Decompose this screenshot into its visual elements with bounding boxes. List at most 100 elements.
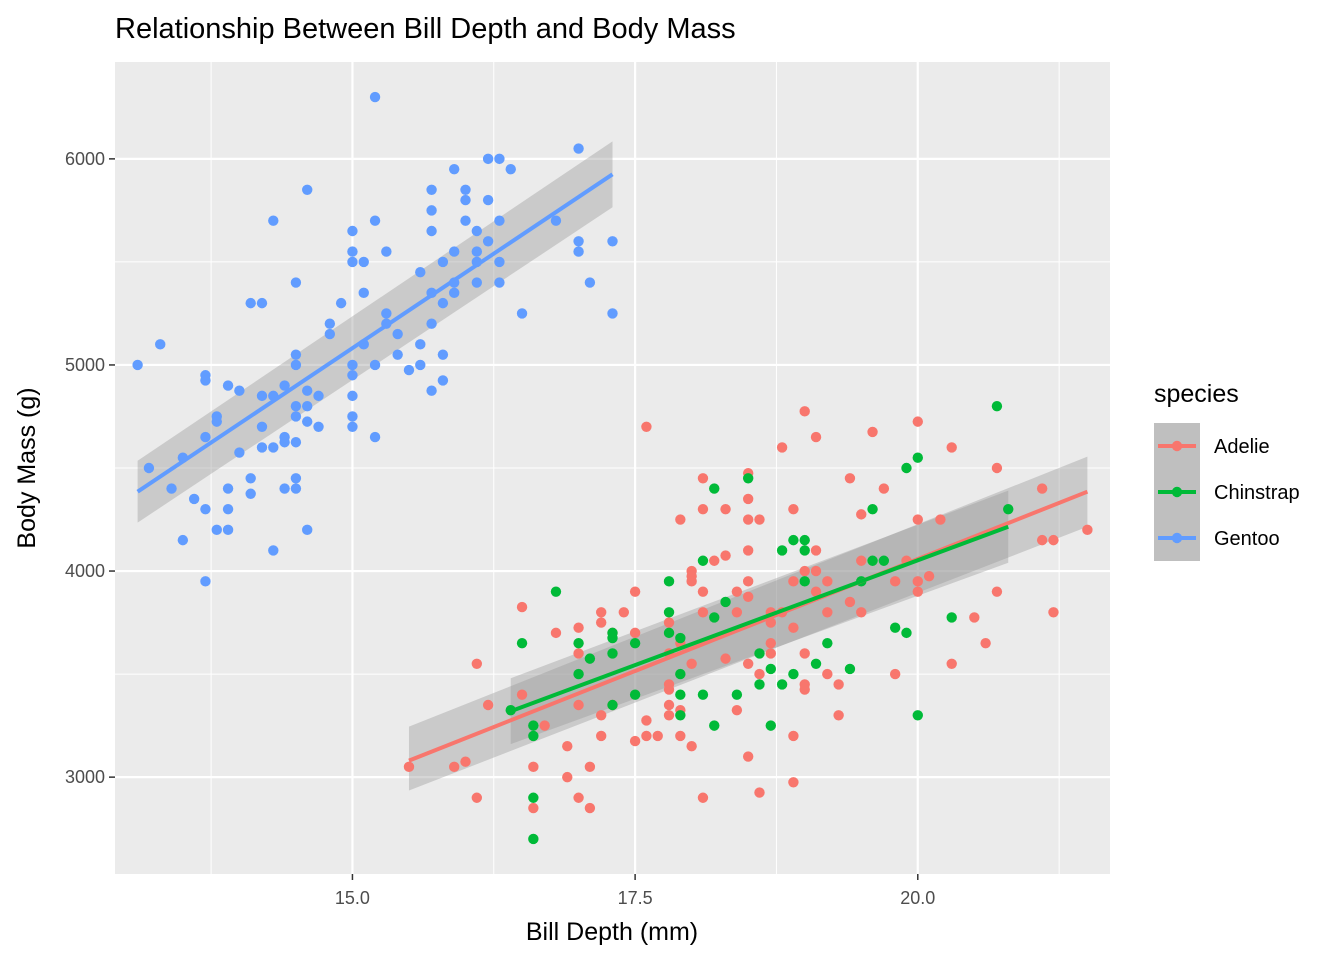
point-adelie xyxy=(810,431,822,443)
point-gentoo xyxy=(279,380,290,391)
point-adelie xyxy=(810,565,822,577)
point-chinstrap xyxy=(709,483,720,494)
point-chinstrap xyxy=(799,576,810,587)
point-adelie xyxy=(573,699,584,711)
point-gentoo xyxy=(607,236,618,247)
point-gentoo xyxy=(437,349,449,360)
point-chinstrap xyxy=(946,612,957,623)
point-chinstrap xyxy=(629,637,641,649)
x-tick-label: 20.0 xyxy=(900,888,935,908)
point-adelie xyxy=(403,761,415,773)
point-gentoo xyxy=(471,225,483,237)
point-adelie xyxy=(912,576,923,587)
point-chinstrap xyxy=(720,596,731,608)
point-gentoo xyxy=(426,385,437,396)
point-adelie xyxy=(810,545,822,556)
point-gentoo xyxy=(516,308,528,319)
point-chinstrap xyxy=(901,462,912,474)
legend-label: Gentoo xyxy=(1214,528,1280,550)
point-gentoo xyxy=(290,411,302,422)
point-adelie xyxy=(663,679,675,690)
point-chinstrap xyxy=(528,792,539,803)
point-adelie xyxy=(844,473,856,484)
point-gentoo xyxy=(347,421,358,432)
point-adelie xyxy=(810,586,822,597)
point-gentoo xyxy=(302,385,313,396)
point-gentoo xyxy=(313,390,324,402)
point-chinstrap xyxy=(776,679,788,690)
point-adelie xyxy=(471,792,483,803)
point-adelie xyxy=(686,565,697,577)
point-chinstrap xyxy=(550,586,562,597)
point-adelie xyxy=(629,735,641,747)
trend-lines xyxy=(136,172,1089,763)
point-chinstrap xyxy=(709,720,720,731)
point-adelie xyxy=(663,699,675,711)
point-adelie xyxy=(742,576,754,587)
y-tick-label: 3000 xyxy=(65,767,105,787)
point-adelie xyxy=(528,802,539,814)
point-chinstrap xyxy=(912,452,923,463)
point-chinstrap xyxy=(584,653,596,664)
point-gentoo xyxy=(302,184,313,195)
point-adelie xyxy=(923,570,935,582)
point-chinstrap xyxy=(607,627,618,639)
point-chinstrap xyxy=(573,637,584,649)
point-adelie xyxy=(709,555,720,566)
point-adelie xyxy=(675,730,686,742)
point-gentoo xyxy=(415,267,426,278)
point-gentoo xyxy=(437,256,449,268)
point-chinstrap xyxy=(878,555,890,566)
point-gentoo xyxy=(369,215,381,226)
point-gentoo xyxy=(505,163,516,175)
point-adelie xyxy=(595,617,607,628)
point-chinstrap xyxy=(629,689,641,700)
point-adelie xyxy=(1036,483,1048,494)
point-adelie xyxy=(675,514,686,525)
point-gentoo xyxy=(381,308,392,319)
point-adelie xyxy=(991,586,1003,597)
point-gentoo xyxy=(482,153,494,165)
point-adelie xyxy=(788,576,799,587)
x-tick-label: 17.5 xyxy=(618,888,653,908)
legend-item-chinstrap: Chinstrap xyxy=(1154,469,1300,515)
point-adelie xyxy=(788,777,799,788)
point-adelie xyxy=(878,483,890,494)
point-adelie xyxy=(595,607,607,618)
point-chinstrap xyxy=(731,689,743,700)
point-gentoo xyxy=(392,328,403,340)
point-adelie xyxy=(844,596,856,608)
point-chinstrap xyxy=(663,576,675,587)
point-adelie xyxy=(742,658,754,669)
point-gentoo xyxy=(426,184,437,195)
point-gentoo xyxy=(449,246,460,257)
point-adelie xyxy=(697,504,709,515)
point-chinstrap xyxy=(607,648,618,659)
point-gentoo xyxy=(302,524,313,536)
point-chinstrap xyxy=(867,504,878,515)
point-chinstrap xyxy=(573,668,584,680)
point-adelie xyxy=(1048,534,1059,546)
point-gentoo xyxy=(245,488,256,499)
point-adelie xyxy=(720,653,731,664)
point-adelie xyxy=(822,576,833,587)
point-gentoo xyxy=(573,236,584,247)
point-adelie xyxy=(686,741,697,752)
point-gentoo xyxy=(347,256,358,268)
point-chinstrap xyxy=(788,534,799,546)
point-adelie xyxy=(584,802,596,814)
point-adelie xyxy=(754,668,765,680)
point-adelie xyxy=(912,514,923,525)
point-chinstrap xyxy=(675,632,686,644)
point-gentoo xyxy=(358,256,369,268)
point-gentoo xyxy=(437,297,449,309)
legend-item-gentoo: Gentoo xyxy=(1154,515,1280,561)
legend-label: Chinstrap xyxy=(1214,482,1300,504)
point-adelie xyxy=(539,720,550,731)
legend-key-point xyxy=(1171,486,1183,498)
point-chinstrap xyxy=(528,720,539,731)
point-adelie xyxy=(742,514,754,525)
point-adelie xyxy=(595,730,607,742)
point-gentoo xyxy=(222,504,234,515)
data-points xyxy=(132,91,1093,845)
